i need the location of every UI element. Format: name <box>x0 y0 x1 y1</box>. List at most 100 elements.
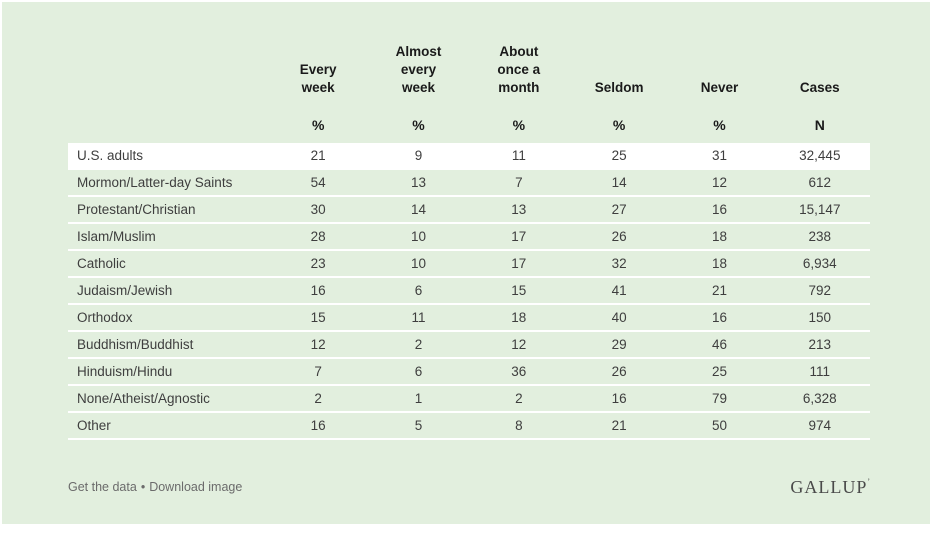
table-row: Protestant/Christian 30 14 13 27 16 15,147 <box>68 197 870 224</box>
row-label: Judaism/Jewish <box>77 283 173 298</box>
cell-value: 6 <box>414 283 423 298</box>
cell-value: 12 <box>511 337 527 352</box>
cell-value: 16 <box>310 418 326 433</box>
cell-value: 13 <box>410 175 426 190</box>
row-label: Other <box>77 418 111 433</box>
cell-value: 2 <box>314 391 322 406</box>
column-unit: % <box>612 116 626 133</box>
cell-value: 16 <box>310 283 326 298</box>
cell-value: 25 <box>711 364 727 379</box>
cell-value: 54 <box>310 175 326 190</box>
cell-value: 213 <box>808 337 832 352</box>
cell-value: 7 <box>515 175 523 190</box>
cell-value: 15 <box>511 283 527 298</box>
row-label: None/Atheist/Agnostic <box>77 391 210 406</box>
column-unit: % <box>412 116 425 133</box>
row-label: Islam/Muslim <box>77 229 156 244</box>
cell-value: 11 <box>411 310 426 325</box>
cell-value: 792 <box>808 283 832 298</box>
cell-value: 974 <box>808 418 832 433</box>
cell-value: 17 <box>511 256 527 271</box>
row-label: Mormon/Latter-day Saints <box>77 175 233 190</box>
cell-value: 40 <box>611 310 627 325</box>
bullet-separator: • <box>140 480 146 494</box>
cell-value: 12 <box>711 175 727 190</box>
attendance-table: Every week Almost every week About once a … <box>68 39 870 440</box>
row-label: Buddhism/Buddhist <box>77 337 194 352</box>
cell-value: 21 <box>711 283 727 298</box>
column-header: Almost every week <box>395 44 442 95</box>
column-header: Every week <box>299 62 337 95</box>
cell-value: 27 <box>611 202 627 217</box>
cell-value: 28 <box>310 229 326 244</box>
column-header: Cases <box>799 80 840 95</box>
row-label: Catholic <box>77 256 126 271</box>
cell-value: 46 <box>711 337 727 352</box>
table-body: U.S. adults 21 9 11 25 31 32,445 Mormon/Latter-… <box>68 143 870 440</box>
cell-value: 7 <box>314 364 322 379</box>
row-label: Hinduism/Hindu <box>77 364 173 379</box>
column-header: About once a month <box>497 44 541 95</box>
cell-value: 15 <box>310 310 326 325</box>
cell-value: 10 <box>410 256 426 271</box>
unit-row: %%%%% N <box>68 97 870 143</box>
cell-value: 150 <box>808 310 832 325</box>
table-row: Orthodox 15 11 18 40 16 150 <box>68 305 870 332</box>
cell-value: 16 <box>711 202 727 217</box>
row-label: U.S. adults <box>77 148 144 163</box>
cell-value: 11 <box>511 148 526 163</box>
cell-value: 15,147 <box>799 202 841 217</box>
table-row: Mormon/Latter-day Saints 54 13 7 14 12 612 <box>68 170 870 197</box>
table-row: Judaism/Jewish 16 6 15 41 21 792 <box>68 278 870 305</box>
cell-value: 2 <box>414 337 423 352</box>
column-unit: % <box>512 116 526 133</box>
cell-value: 8 <box>515 418 523 433</box>
cell-value: 12 <box>310 337 326 352</box>
cell-value: 16 <box>611 391 627 406</box>
table-row: None/Atheist/Agnostic 2 1 2 16 79 6,328 <box>68 386 870 413</box>
cell-value: 50 <box>711 418 727 433</box>
cell-value: 18 <box>511 310 527 325</box>
cell-value: 32,445 <box>799 148 841 163</box>
cell-value: 612 <box>808 175 832 190</box>
footer: Get the data • Download image GALLUP’ <box>68 474 870 500</box>
cell-value: 31 <box>711 148 727 163</box>
footer-links: Get the data • Download image <box>68 480 242 494</box>
table-row: Islam/Muslim 28 10 17 26 18 238 <box>68 224 870 251</box>
row-label: Protestant/Christian <box>77 202 196 217</box>
column-unit: % <box>311 116 325 133</box>
cell-value: 17 <box>511 229 527 244</box>
cell-value: 9 <box>414 148 423 163</box>
cell-value: 18 <box>711 256 727 271</box>
cell-value: 41 <box>611 283 627 298</box>
cell-value: 18 <box>711 229 727 244</box>
cell-value: 6 <box>414 364 423 379</box>
table-row: Buddhism/Buddhist 12 2 12 29 46 213 <box>68 332 870 359</box>
header-row: Every week Almost every week About once a … <box>68 39 870 97</box>
cell-value: 6,328 <box>802 391 837 406</box>
get-the-data-link[interactable]: Get the data <box>68 480 137 494</box>
cell-value: 26 <box>611 229 627 244</box>
column-header: Never <box>700 80 739 95</box>
cell-value: 238 <box>808 229 832 244</box>
table-row: U.S. adults 21 9 11 25 31 32,445 <box>68 143 870 170</box>
row-label: Orthodox <box>77 310 133 325</box>
cell-value: 23 <box>310 256 326 271</box>
cell-value: 2 <box>515 391 523 406</box>
cell-value: 14 <box>410 202 426 217</box>
cell-value: 79 <box>711 391 727 406</box>
table-row: Other 16 5 8 21 50 974 <box>68 413 870 440</box>
cell-value: 21 <box>310 148 326 163</box>
cell-value: 5 <box>414 418 423 433</box>
cell-value: 14 <box>611 175 627 190</box>
table-row: Catholic 23 10 17 32 18 6,934 <box>68 251 870 278</box>
download-image-link[interactable]: Download image <box>149 480 243 494</box>
gallup-logo: GALLUP’ <box>790 477 870 498</box>
column-unit: % <box>713 116 726 133</box>
cell-value: 25 <box>611 148 627 163</box>
cell-value: 13 <box>511 202 527 217</box>
table-row: Hinduism/Hindu 7 6 36 26 25 111 <box>68 359 870 386</box>
column-header: Seldom <box>594 80 644 95</box>
cell-value: 29 <box>611 337 627 352</box>
